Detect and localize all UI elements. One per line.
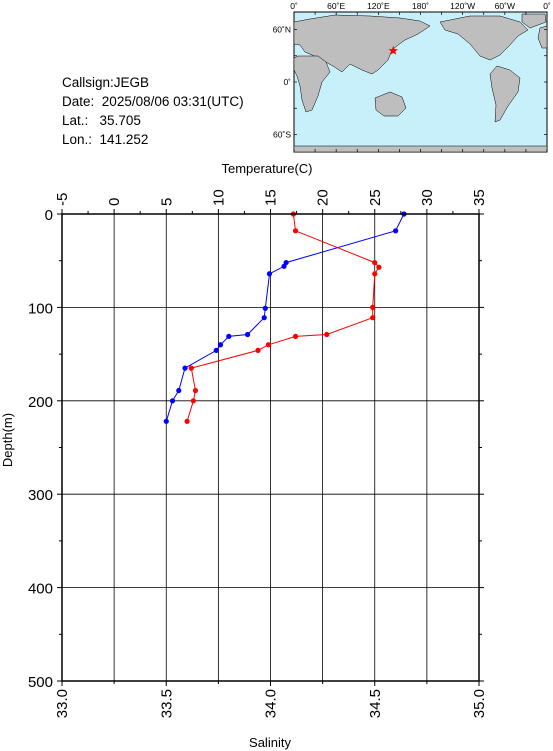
depth-tick-labels: 0 100 200 300 400 500: [28, 207, 53, 691]
salinity-data-point: [370, 304, 376, 310]
map-land: [293, 13, 548, 153]
map-longitude-label: 0˚: [543, 1, 551, 11]
eurasia-land: [293, 14, 431, 75]
temperature-data-point: [244, 331, 251, 338]
depth-tick-label: 500: [28, 674, 53, 691]
salinity-data-point: [292, 333, 299, 339]
salinity-data-point: [376, 264, 382, 270]
callsign-value: JEGB: [113, 75, 150, 90]
map-longitude-label: 60˚W: [495, 1, 515, 11]
salinity-data-point: [324, 331, 330, 338]
station-marker-icon: [388, 45, 398, 55]
australia-land: [374, 91, 407, 117]
map-marker-layer: [388, 45, 398, 55]
lon-value: 141.252: [99, 132, 149, 147]
temperature-data-point: [213, 347, 219, 353]
map-frame-ticks: [293, 12, 548, 152]
salinity-data-point: [372, 271, 378, 277]
temperature-tick-label: -5: [54, 193, 71, 206]
plot-frame: [61, 213, 480, 682]
salinity-tick-label: 33.0: [54, 689, 71, 718]
date-label: Date:: [62, 94, 95, 109]
depth-tick-label: 0: [45, 207, 53, 224]
date-value: 2025/08/06 03:31(UTC): [101, 94, 244, 109]
temperature-data-point: [217, 342, 224, 348]
depth-tick-label: 200: [28, 394, 53, 411]
africa-land: [293, 55, 331, 113]
salinity-tick-labels: 33.0 33.5 34.0 34.5 35.0: [54, 689, 488, 718]
temperature-axis-title: Temperature(C): [221, 161, 312, 176]
temperature-data-point: [163, 418, 169, 424]
salinity-data-point: [190, 398, 196, 404]
map-latitude-label: 60˚S: [273, 130, 291, 140]
depth-tick-label: 300: [28, 487, 53, 504]
map-longitude-label: 120˚W: [450, 1, 475, 11]
salinity-axis-title: Salinity: [249, 735, 291, 750]
map-latitude-labels: 60˚N 0˚ 60˚S: [273, 25, 292, 140]
temperature-tick-label: 25: [367, 189, 384, 206]
map-longitude-label: 60˚E: [327, 1, 345, 11]
temperature-data-point: [226, 333, 232, 339]
temperature-data-point: [261, 315, 267, 321]
salinity-data-point: [292, 228, 299, 234]
temperature-data-point: [182, 365, 188, 371]
temperature-data-point: [393, 228, 399, 234]
temperature-tick-label: 15: [263, 189, 280, 206]
south-america-land: [489, 65, 521, 123]
depth-axis-title: Depth(m): [0, 413, 15, 467]
north-america-land: [439, 15, 529, 61]
depth-tick-label: 400: [28, 581, 53, 598]
temperature-data-point: [169, 398, 176, 404]
temperature-tick-label: 5: [158, 198, 175, 206]
map-latitude-label: 0˚: [283, 77, 291, 87]
salinity-data-point: [188, 365, 194, 371]
profile-plot: -5 0 5 10 15 20 25 30 35 33.0 33.5 34.0 34.5 35.0 01…: [0, 161, 488, 750]
lat-label: Lat.:: [62, 113, 89, 128]
map-longitude-label: 0˚: [290, 1, 298, 11]
depth-tick-label: 100: [28, 300, 53, 317]
lon-row: Lon.: 141.252: [62, 130, 244, 149]
station-info: Callsign:JEGB Date: 2025/08/06 03:31(UTC…: [62, 73, 244, 149]
salinity-data-point: [255, 347, 261, 353]
greenland-land: [521, 13, 547, 29]
salinity-data-point: [372, 259, 378, 266]
salinity-data-point: [265, 342, 272, 348]
temperature-tick-labels: -5 0 5 10 15 20 25 30 35: [54, 189, 488, 206]
salinity-tick-label: 35.0: [471, 689, 488, 718]
map-longitude-labels: 0˚ 60˚E 120˚E 180˚ 120˚W 60˚W 0˚: [290, 1, 551, 11]
temperature-tick-label: 30: [419, 189, 436, 206]
temperature-data-point: [176, 387, 182, 394]
temperature-data-point: [262, 305, 268, 311]
lon-label: Lon.:: [62, 132, 93, 147]
salinity-tick-label: 34.0: [263, 689, 280, 718]
temperature-tick-label: 20: [315, 189, 332, 206]
temperature-data-point: [266, 271, 273, 277]
map-latitude-label: 60˚N: [273, 25, 291, 35]
salinity-data-point: [370, 315, 376, 321]
temperature-tick-label: 0: [106, 198, 123, 206]
location-map: 0˚ 60˚E 120˚E 180˚ 120˚W 60˚W 0˚ 60˚N 0˚ 60˚S: [273, 1, 551, 153]
salinity-data-point: [184, 418, 190, 424]
callsign-row: Callsign:JEGB: [62, 73, 244, 92]
europe-west-land: [537, 25, 548, 49]
lat-value: 35.705: [99, 113, 141, 128]
callsign-label: Callsign:: [62, 75, 114, 90]
lat-row: Lat.: 35.705: [62, 111, 244, 130]
temperature-tick-label: 35: [471, 189, 488, 206]
salinity-tick-label: 34.5: [367, 689, 384, 718]
map-longitude-label: 180˚: [412, 1, 429, 11]
salinity-tick-label: 33.5: [158, 689, 175, 718]
date-row: Date: 2025/08/06 03:31(UTC): [62, 92, 244, 111]
salinity-data-point: [192, 387, 199, 394]
map-longitude-label: 120˚E: [367, 1, 390, 11]
temperature-data-point: [281, 263, 287, 269]
temperature-tick-label: 10: [210, 189, 227, 206]
